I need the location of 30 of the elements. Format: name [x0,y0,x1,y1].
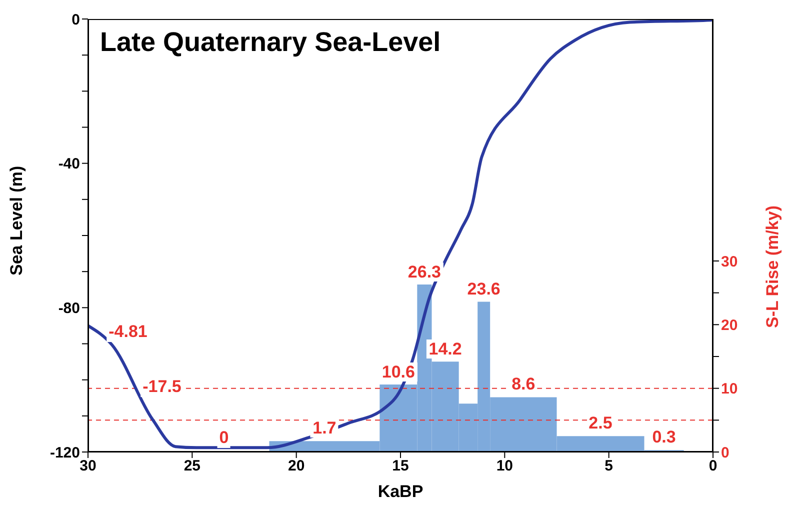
y2-tick-label: 20 [721,316,738,334]
x-tick-label: 25 [184,458,201,475]
x-axis-title: KaBP [378,482,424,501]
y-tick-label: 0 [72,11,80,28]
annotation: -4.81 [106,322,150,342]
x-tick-label: 15 [392,458,409,475]
x-tick-label: 30 [80,458,96,475]
data-label: 10.6 [380,362,417,381]
chart-title: Late Quaternary Sea-Level [100,27,441,58]
data-label: 2.5 [586,414,614,433]
annotation: -17.5 [140,377,184,397]
y-tick-label: -120 [50,444,80,462]
y2-tick-label: 0 [721,444,730,462]
data-label: 8.6 [510,374,538,394]
annotation: 0 [217,428,231,448]
data-label: 1.7 [310,418,338,438]
data-label: 26.3 [406,262,443,282]
y-tick-label: -80 [58,300,80,317]
x-tick-label: 20 [288,458,305,475]
data-label: 0.3 [650,428,678,447]
x-tick-label: 5 [604,458,614,475]
data-label: 14.2 [426,339,464,358]
y2-tick-label: 10 [721,380,738,398]
data-label: 23.6 [465,279,502,298]
x-tick-label: 10 [496,458,514,475]
y-tick-label: -40 [58,156,80,173]
y2-axis-title: S-L Rise (m/ky) [763,206,782,328]
x-tick-label: 0 [708,458,718,475]
y-axis-title: Sea Level (m) [7,166,26,276]
y2-tick-label: 30 [721,253,738,270]
